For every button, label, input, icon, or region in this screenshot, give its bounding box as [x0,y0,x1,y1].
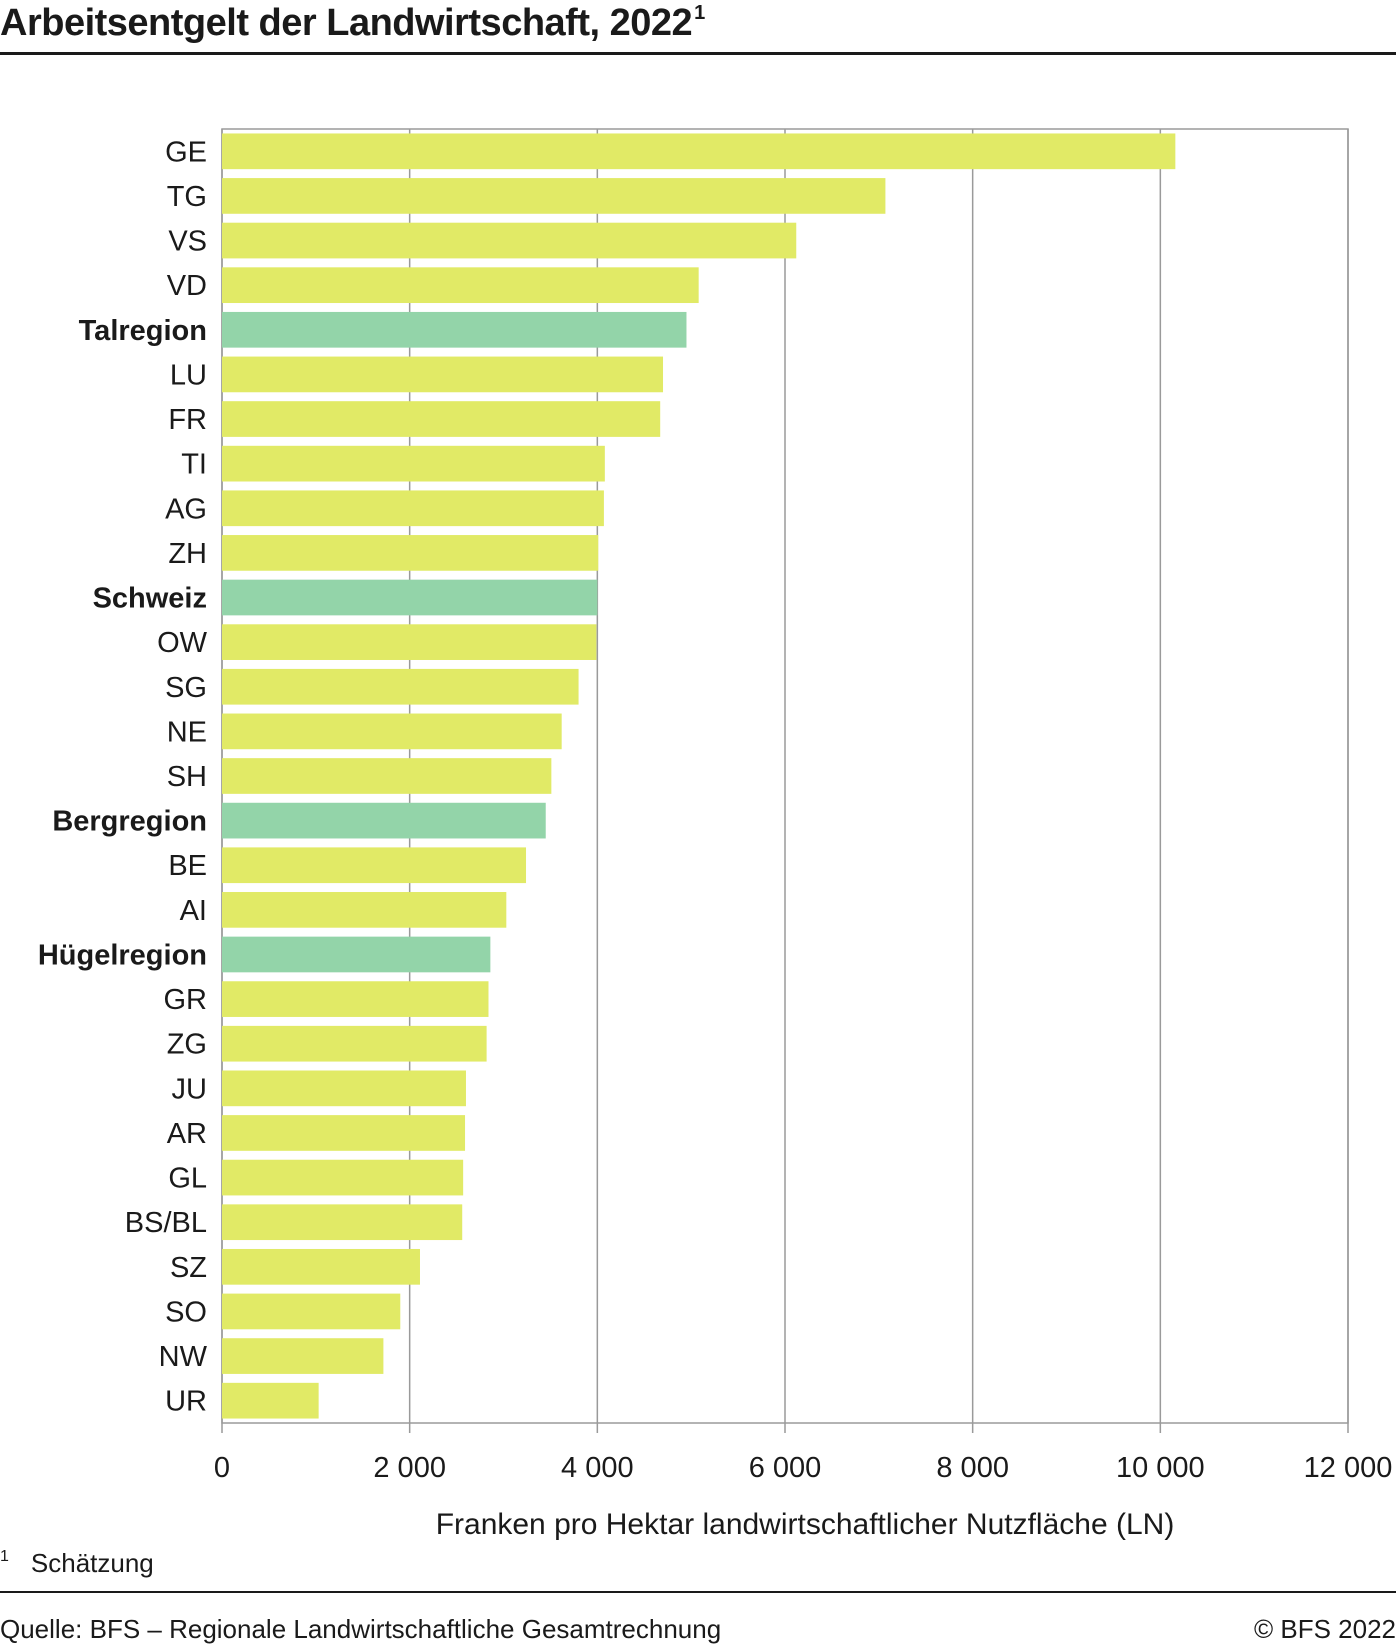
x-tick-label: 0 [214,1452,230,1484]
category-label: TI [181,449,207,481]
category-label: SO [165,1296,207,1328]
bar [222,401,661,437]
category-label: GL [168,1163,207,1195]
bar [222,490,604,527]
bar [222,579,598,616]
x-tick-label: 4 000 [561,1452,634,1484]
category-label: LU [170,359,207,391]
x-tick-label: 12 000 [1304,1452,1393,1484]
category-label: Bergregion [52,806,207,838]
bar [222,311,687,348]
x-tick-label: 2 000 [373,1452,446,1484]
category-label: GR [164,984,208,1016]
bar [222,1204,463,1241]
bar [222,1382,319,1419]
category-label: BS/BL [125,1207,207,1239]
x-axis-label: Franken pro Hektar landwirtschaftlicher … [436,1508,1175,1540]
category-label: NE [167,716,207,748]
category-label: BE [168,850,207,882]
category-label: OW [157,627,208,659]
bar [222,133,1176,170]
bar [222,267,699,304]
category-label: VS [168,226,207,258]
category-label: Hügelregion [38,939,207,971]
category-label: SG [165,672,207,704]
bar [222,1248,420,1285]
footer-rule [0,1591,1396,1593]
category-label: FR [168,404,207,436]
category-label: SH [167,761,207,793]
bar [222,178,886,214]
bar-chart: 0 2 000 4 000 6 000 8 000 10 000 12 000 GE TG VS V… [38,128,1393,1540]
category-label: JU [172,1073,207,1105]
bar [222,981,489,1017]
bar [222,1159,464,1196]
bar [222,356,664,393]
copyright: © BFS 2022 [1253,1614,1396,1644]
bar [222,1115,466,1151]
bar [222,1070,466,1107]
bar [222,1338,384,1374]
bar [222,892,507,928]
bar [222,445,605,482]
category-label: Schweiz [93,583,207,615]
bar [222,713,562,750]
category-label: ZH [168,538,207,570]
category-label: SZ [170,1252,207,1284]
title-footnote-mark: 1 [694,2,705,25]
category-label: Talregion [79,315,207,347]
category-label: TG [167,181,207,213]
category-label: NW [159,1341,208,1373]
x-tick-label: 8 000 [936,1452,1009,1484]
footnote-text: Schätzung [30,1548,154,1578]
bar [222,624,597,660]
bar [222,1293,401,1330]
bar [222,936,491,973]
category-label: AG [165,493,207,525]
x-tick-label: 6 000 [749,1452,822,1484]
chart-title: Arbeitsentgelt der Landwirtschaft, 2022 1 [0,2,705,44]
title-rule [0,52,1396,55]
bar [222,802,546,839]
footnote-mark: 1 [0,1548,9,1565]
bar [222,668,579,705]
category-label: ZG [167,1029,207,1061]
footnote: 1 Schätzung [0,1548,154,1579]
category-label: VD [167,270,207,302]
bar [222,222,797,259]
category-label: AI [180,895,207,927]
bar [222,1025,487,1062]
bar [222,758,552,794]
category-label: AR [167,1118,207,1150]
bar [222,847,527,884]
bar [222,535,599,571]
x-tick-label: 10 000 [1116,1452,1205,1484]
source-note: Quelle: BFS – Regionale Landwirtschaftli… [0,1614,722,1644]
category-label: GE [165,136,207,168]
category-label: UR [165,1386,207,1418]
